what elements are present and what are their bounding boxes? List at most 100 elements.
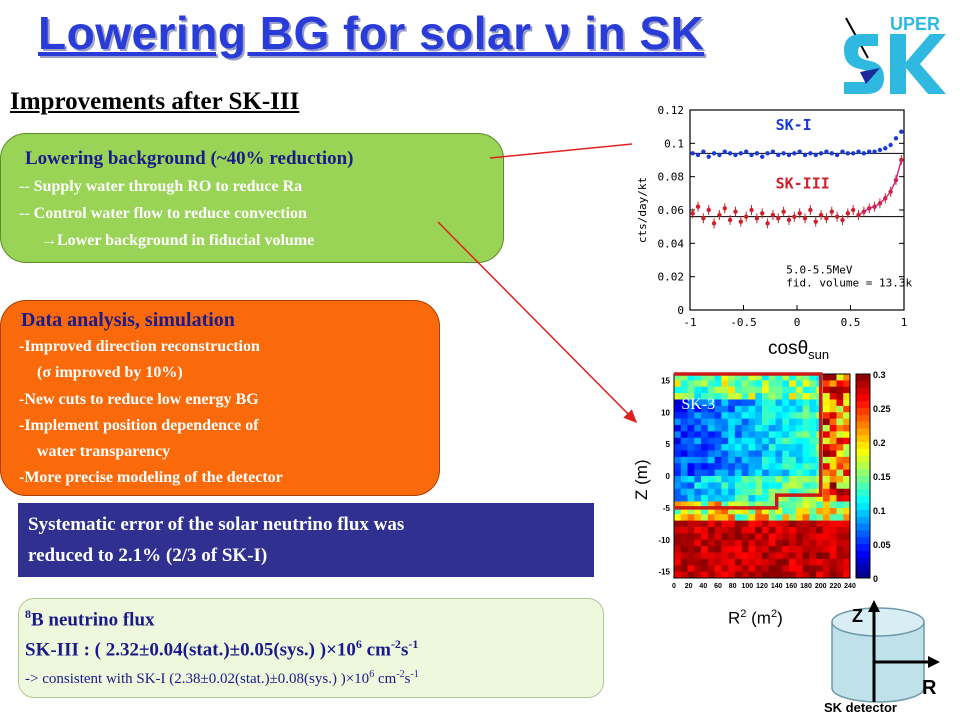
heatmap-cell — [680, 444, 688, 451]
heatmap-cell — [775, 565, 783, 573]
colorbar-cell — [856, 510, 870, 518]
heatmap-cell — [829, 374, 837, 381]
data-point — [776, 216, 781, 221]
heatmap-cell — [734, 539, 743, 547]
data-point — [722, 149, 727, 154]
colorbar-cell — [856, 428, 870, 436]
logo-text: UPER — [890, 14, 940, 34]
heatmap-cell — [802, 412, 810, 420]
heatmap-cell — [701, 425, 709, 432]
heatmap-cell — [701, 374, 709, 381]
heatmap-cell — [721, 386, 729, 394]
heatmap-cell — [687, 437, 695, 445]
heatmap-cell — [775, 501, 783, 509]
heatmap-cell — [843, 507, 851, 515]
heatmap-cell — [721, 539, 729, 547]
heatmap-cell — [687, 501, 695, 509]
heatmap-cell — [795, 533, 804, 541]
heatmap-cell — [741, 386, 749, 394]
data-point — [781, 151, 786, 156]
heatmap-cell — [782, 469, 790, 477]
heatmap-cell — [714, 386, 722, 394]
heatmap-cell — [829, 495, 837, 502]
heatmap-cell — [802, 495, 810, 502]
heatmap-cell — [721, 558, 729, 566]
heatmap-cell — [768, 386, 776, 394]
heatmap-cell — [694, 495, 702, 502]
heatmap-cell — [707, 450, 716, 458]
heatmap-cell — [768, 571, 776, 579]
heatmap-cell — [694, 565, 702, 573]
heatmap-cell — [836, 386, 844, 394]
heatmap-cell — [782, 456, 790, 464]
heatmap-cell — [795, 565, 804, 573]
heatmap-cell — [734, 374, 743, 381]
heatmap-cell — [680, 533, 688, 541]
heatmap-cell — [734, 482, 743, 490]
heatmap-cell — [809, 507, 817, 515]
heatmap-cell — [782, 520, 790, 528]
heatmap-cell — [775, 495, 783, 502]
heatmap-cell — [707, 571, 716, 579]
heatmap-cell — [755, 520, 763, 528]
heatmap-cell — [836, 412, 844, 420]
heatmap-panel-label: SK-3 — [681, 396, 715, 413]
colorbar-cell — [856, 523, 870, 531]
heatmap-cell — [707, 539, 716, 547]
heatmap-cell — [714, 444, 722, 451]
x-tick-label: 200 — [815, 583, 827, 590]
flux-heading: 8B neutrino flux — [25, 607, 155, 631]
heatmap-cell — [829, 520, 837, 528]
heatmap-cell — [687, 425, 695, 432]
heatmap-cell — [775, 437, 783, 445]
heatmap-cell — [680, 558, 688, 566]
cos-ylabel: cts/day/kt — [636, 177, 649, 243]
heatmap-cell — [728, 514, 736, 522]
heatmap-cell — [680, 565, 688, 573]
heatmap-cell — [701, 565, 709, 573]
heatmap-cell — [694, 425, 702, 432]
heatmap-cell — [762, 405, 770, 413]
heatmap-cell — [748, 380, 756, 388]
heatmap-cell — [795, 393, 804, 400]
heatmap-cell — [816, 533, 824, 541]
heatmap-cell — [680, 431, 688, 439]
heatmap-cell — [836, 571, 844, 579]
heatmap-cell — [836, 463, 844, 471]
data-point — [711, 151, 717, 156]
analysis-box-line: -More precise modeling of the detector — [19, 469, 283, 486]
data-point — [813, 152, 818, 158]
heatmap-cell — [822, 399, 831, 407]
heatmap-cell — [782, 374, 790, 381]
heatmap-cell — [728, 501, 736, 509]
heatmap-cell — [721, 412, 729, 420]
background-box-line: -- Supply water through RO to reduce Ra — [19, 178, 303, 195]
heatmap-xlabel: R2 (m2) — [728, 608, 783, 628]
colorbar-tick-label: 0.3 — [873, 370, 886, 380]
heatmap-cell — [701, 533, 709, 541]
heatmap-cell — [734, 514, 743, 522]
heatmap-cell — [755, 444, 763, 451]
heatmap-cell — [802, 393, 810, 400]
data-point — [899, 157, 904, 163]
heatmap-cell — [734, 456, 743, 464]
colorbar-cell — [856, 496, 870, 504]
heatmap-cell — [755, 399, 763, 407]
heatmap-cell — [802, 463, 810, 471]
heatmap-cell — [680, 412, 688, 420]
colorbar-cell — [856, 557, 870, 565]
heatmap-cell — [822, 412, 831, 420]
heatmap-cell — [768, 527, 776, 534]
heatmap-cell — [741, 539, 749, 547]
heatmap-cell — [755, 558, 763, 566]
heatmap-cell — [707, 444, 716, 451]
x-tick-label: 100 — [741, 583, 753, 590]
heatmap-cell — [809, 393, 817, 400]
heatmap-cell — [809, 527, 817, 534]
heatmap-cell — [822, 386, 831, 394]
heatmap-cell — [748, 412, 756, 420]
heatmap-cell — [822, 558, 831, 566]
heatmap-cell — [795, 425, 804, 432]
heatmap-cell — [728, 558, 736, 566]
heatmap-cell — [782, 431, 790, 439]
